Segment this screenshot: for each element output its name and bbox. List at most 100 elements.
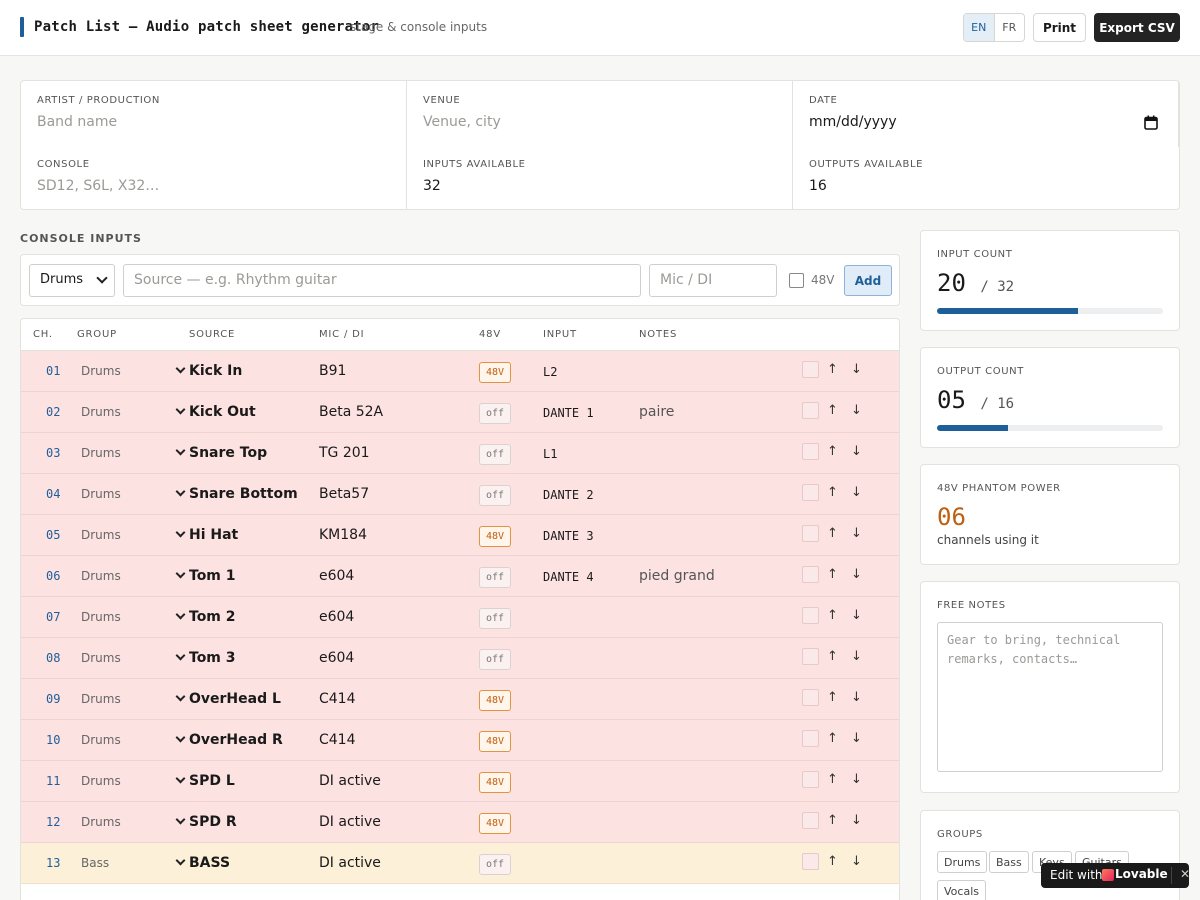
- row-select-checkbox[interactable]: [802, 730, 819, 747]
- notes-cell[interactable]: paire: [639, 404, 675, 420]
- phantom-checkbox[interactable]: [789, 273, 804, 288]
- phantom-toggle[interactable]: 48V: [479, 731, 512, 752]
- source-cell[interactable]: Snare Bottom: [189, 486, 298, 502]
- mic-cell[interactable]: DI active: [319, 773, 381, 789]
- move-up-icon[interactable]: ↑: [827, 731, 838, 746]
- phantom-toggle[interactable]: 48V: [479, 362, 512, 383]
- chevron-down-icon[interactable]: [175, 363, 186, 374]
- mic-cell[interactable]: e604: [319, 650, 355, 666]
- notes-cell[interactable]: pied grand: [639, 568, 715, 584]
- move-down-icon[interactable]: ↓: [851, 362, 862, 377]
- mic-cell[interactable]: KM184: [319, 527, 367, 543]
- mic-cell[interactable]: DI active: [319, 855, 381, 871]
- mic-cell[interactable]: e604: [319, 609, 355, 625]
- lang-fr-button[interactable]: FR: [1002, 21, 1017, 34]
- move-up-icon[interactable]: ↑: [827, 608, 838, 623]
- input-cell[interactable]: L2: [543, 365, 558, 379]
- source-cell[interactable]: Kick Out: [189, 404, 256, 420]
- row-select-checkbox[interactable]: [802, 689, 819, 706]
- source-cell[interactable]: Snare Top: [189, 445, 268, 461]
- move-up-icon[interactable]: ↑: [827, 649, 838, 664]
- chevron-down-icon[interactable]: [175, 445, 186, 456]
- row-select-checkbox[interactable]: [802, 812, 819, 829]
- phantom-toggle[interactable]: 48V: [479, 690, 512, 711]
- venue-input[interactable]: Venue, city: [423, 114, 501, 130]
- chevron-down-icon[interactable]: [175, 404, 186, 415]
- mic-cell[interactable]: B91: [319, 363, 347, 379]
- input-cell[interactable]: DANTE 4: [543, 570, 594, 584]
- row-select-checkbox[interactable]: [802, 525, 819, 542]
- move-down-icon[interactable]: ↓: [851, 485, 862, 500]
- move-up-icon[interactable]: ↑: [827, 403, 838, 418]
- mic-cell[interactable]: C414: [319, 732, 356, 748]
- input-cell[interactable]: L1: [543, 447, 558, 461]
- move-down-icon[interactable]: ↓: [851, 813, 862, 828]
- source-cell[interactable]: OverHead R: [189, 732, 283, 748]
- chevron-down-icon[interactable]: [175, 814, 186, 825]
- move-down-icon[interactable]: ↓: [851, 731, 862, 746]
- edit-with-lovable-badge[interactable]: Edit with Lovable ✕: [1041, 863, 1190, 888]
- chevron-down-icon[interactable]: [175, 486, 186, 497]
- move-up-icon[interactable]: ↑: [827, 854, 838, 869]
- move-down-icon[interactable]: ↓: [851, 403, 862, 418]
- artist-input[interactable]: Band name: [37, 114, 118, 130]
- row-select-checkbox[interactable]: [802, 853, 819, 870]
- add-button[interactable]: Add: [844, 265, 892, 296]
- console-input[interactable]: SD12, S6L, X32…: [37, 178, 160, 194]
- chevron-down-icon[interactable]: [175, 773, 186, 784]
- move-down-icon[interactable]: ↓: [851, 772, 862, 787]
- source-cell[interactable]: SPD R: [189, 814, 237, 830]
- source-cell[interactable]: OverHead L: [189, 691, 281, 707]
- phantom-toggle[interactable]: off: [479, 608, 512, 629]
- print-button[interactable]: Print: [1033, 13, 1086, 42]
- group-chip-bass[interactable]: Bass: [989, 851, 1029, 873]
- group-chip-vocals[interactable]: Vocals: [937, 880, 986, 900]
- chevron-down-icon[interactable]: [175, 609, 186, 620]
- row-select-checkbox[interactable]: [802, 484, 819, 501]
- phantom-toggle[interactable]: off: [479, 649, 512, 670]
- move-up-icon[interactable]: ↑: [827, 362, 838, 377]
- move-up-icon[interactable]: ↑: [827, 567, 838, 582]
- group-select[interactable]: Drums: [29, 264, 115, 297]
- source-cell[interactable]: Kick In: [189, 363, 243, 379]
- calendar-icon[interactable]: [1144, 115, 1158, 130]
- close-icon[interactable]: ✕: [1171, 867, 1190, 884]
- phantom-toggle[interactable]: off: [479, 854, 512, 875]
- row-select-checkbox[interactable]: [802, 402, 819, 419]
- move-down-icon[interactable]: ↓: [851, 444, 862, 459]
- chevron-down-icon[interactable]: [175, 732, 186, 743]
- move-down-icon[interactable]: ↓: [851, 649, 862, 664]
- move-up-icon[interactable]: ↑: [827, 772, 838, 787]
- row-select-checkbox[interactable]: [802, 566, 819, 583]
- phantom-toggle[interactable]: off: [479, 485, 512, 506]
- input-cell[interactable]: DANTE 3: [543, 529, 594, 543]
- mic-cell[interactable]: DI active: [319, 814, 381, 830]
- date-input[interactable]: mm/dd/yyyy: [809, 114, 897, 130]
- chevron-down-icon[interactable]: [175, 650, 186, 661]
- chevron-down-icon[interactable]: [175, 527, 186, 538]
- row-select-checkbox[interactable]: [802, 648, 819, 665]
- move-up-icon[interactable]: ↑: [827, 526, 838, 541]
- phantom-toggle[interactable]: off: [479, 567, 512, 588]
- free-notes-textarea[interactable]: Gear to bring, technical remarks, contac…: [937, 622, 1163, 772]
- input-cell[interactable]: DANTE 2: [543, 488, 594, 502]
- source-cell[interactable]: Tom 3: [189, 650, 236, 666]
- inputs-available-input[interactable]: 32: [423, 178, 441, 194]
- phantom-toggle[interactable]: off: [479, 444, 512, 465]
- move-up-icon[interactable]: ↑: [827, 444, 838, 459]
- mic-cell[interactable]: Beta57: [319, 486, 370, 502]
- input-cell[interactable]: DANTE 1: [543, 406, 594, 420]
- move-down-icon[interactable]: ↓: [851, 690, 862, 705]
- phantom-toggle[interactable]: off: [479, 403, 512, 424]
- source-input[interactable]: Source — e.g. Rhythm guitar: [123, 264, 641, 297]
- source-cell[interactable]: SPD L: [189, 773, 235, 789]
- mic-cell[interactable]: TG 201: [319, 445, 370, 461]
- outputs-available-input[interactable]: 16: [809, 178, 827, 194]
- row-select-checkbox[interactable]: [802, 771, 819, 788]
- chevron-down-icon[interactable]: [175, 855, 186, 866]
- lang-en-button[interactable]: EN: [964, 14, 995, 41]
- row-select-checkbox[interactable]: [802, 361, 819, 378]
- move-down-icon[interactable]: ↓: [851, 854, 862, 869]
- source-cell[interactable]: Tom 1: [189, 568, 236, 584]
- phantom-toggle[interactable]: 48V: [479, 772, 512, 793]
